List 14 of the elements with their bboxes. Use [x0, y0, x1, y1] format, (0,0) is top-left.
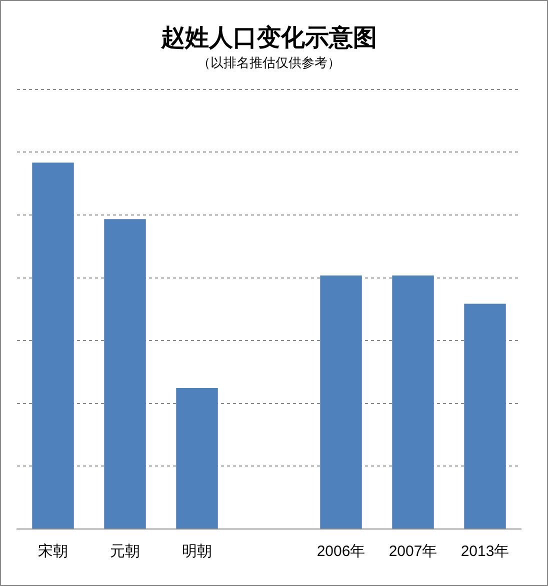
chart-title: 赵姓人口变化示意图	[160, 22, 377, 52]
bar	[32, 162, 74, 528]
bar	[176, 388, 218, 528]
bar	[392, 276, 434, 528]
x-tick-label: 2007年	[388, 543, 438, 560]
x-tick-label: 明朝	[182, 543, 212, 560]
x-tick-label: 元朝	[110, 543, 140, 560]
x-tick-label: 2006年	[316, 543, 366, 560]
x-tick-label: 宋朝	[38, 543, 68, 560]
bar	[104, 219, 146, 528]
x-tick-label: 2013年	[460, 543, 510, 560]
chart-subtitle: （以排名推估仅供参考）	[198, 56, 340, 71]
bar	[320, 276, 362, 528]
bar	[464, 304, 506, 528]
